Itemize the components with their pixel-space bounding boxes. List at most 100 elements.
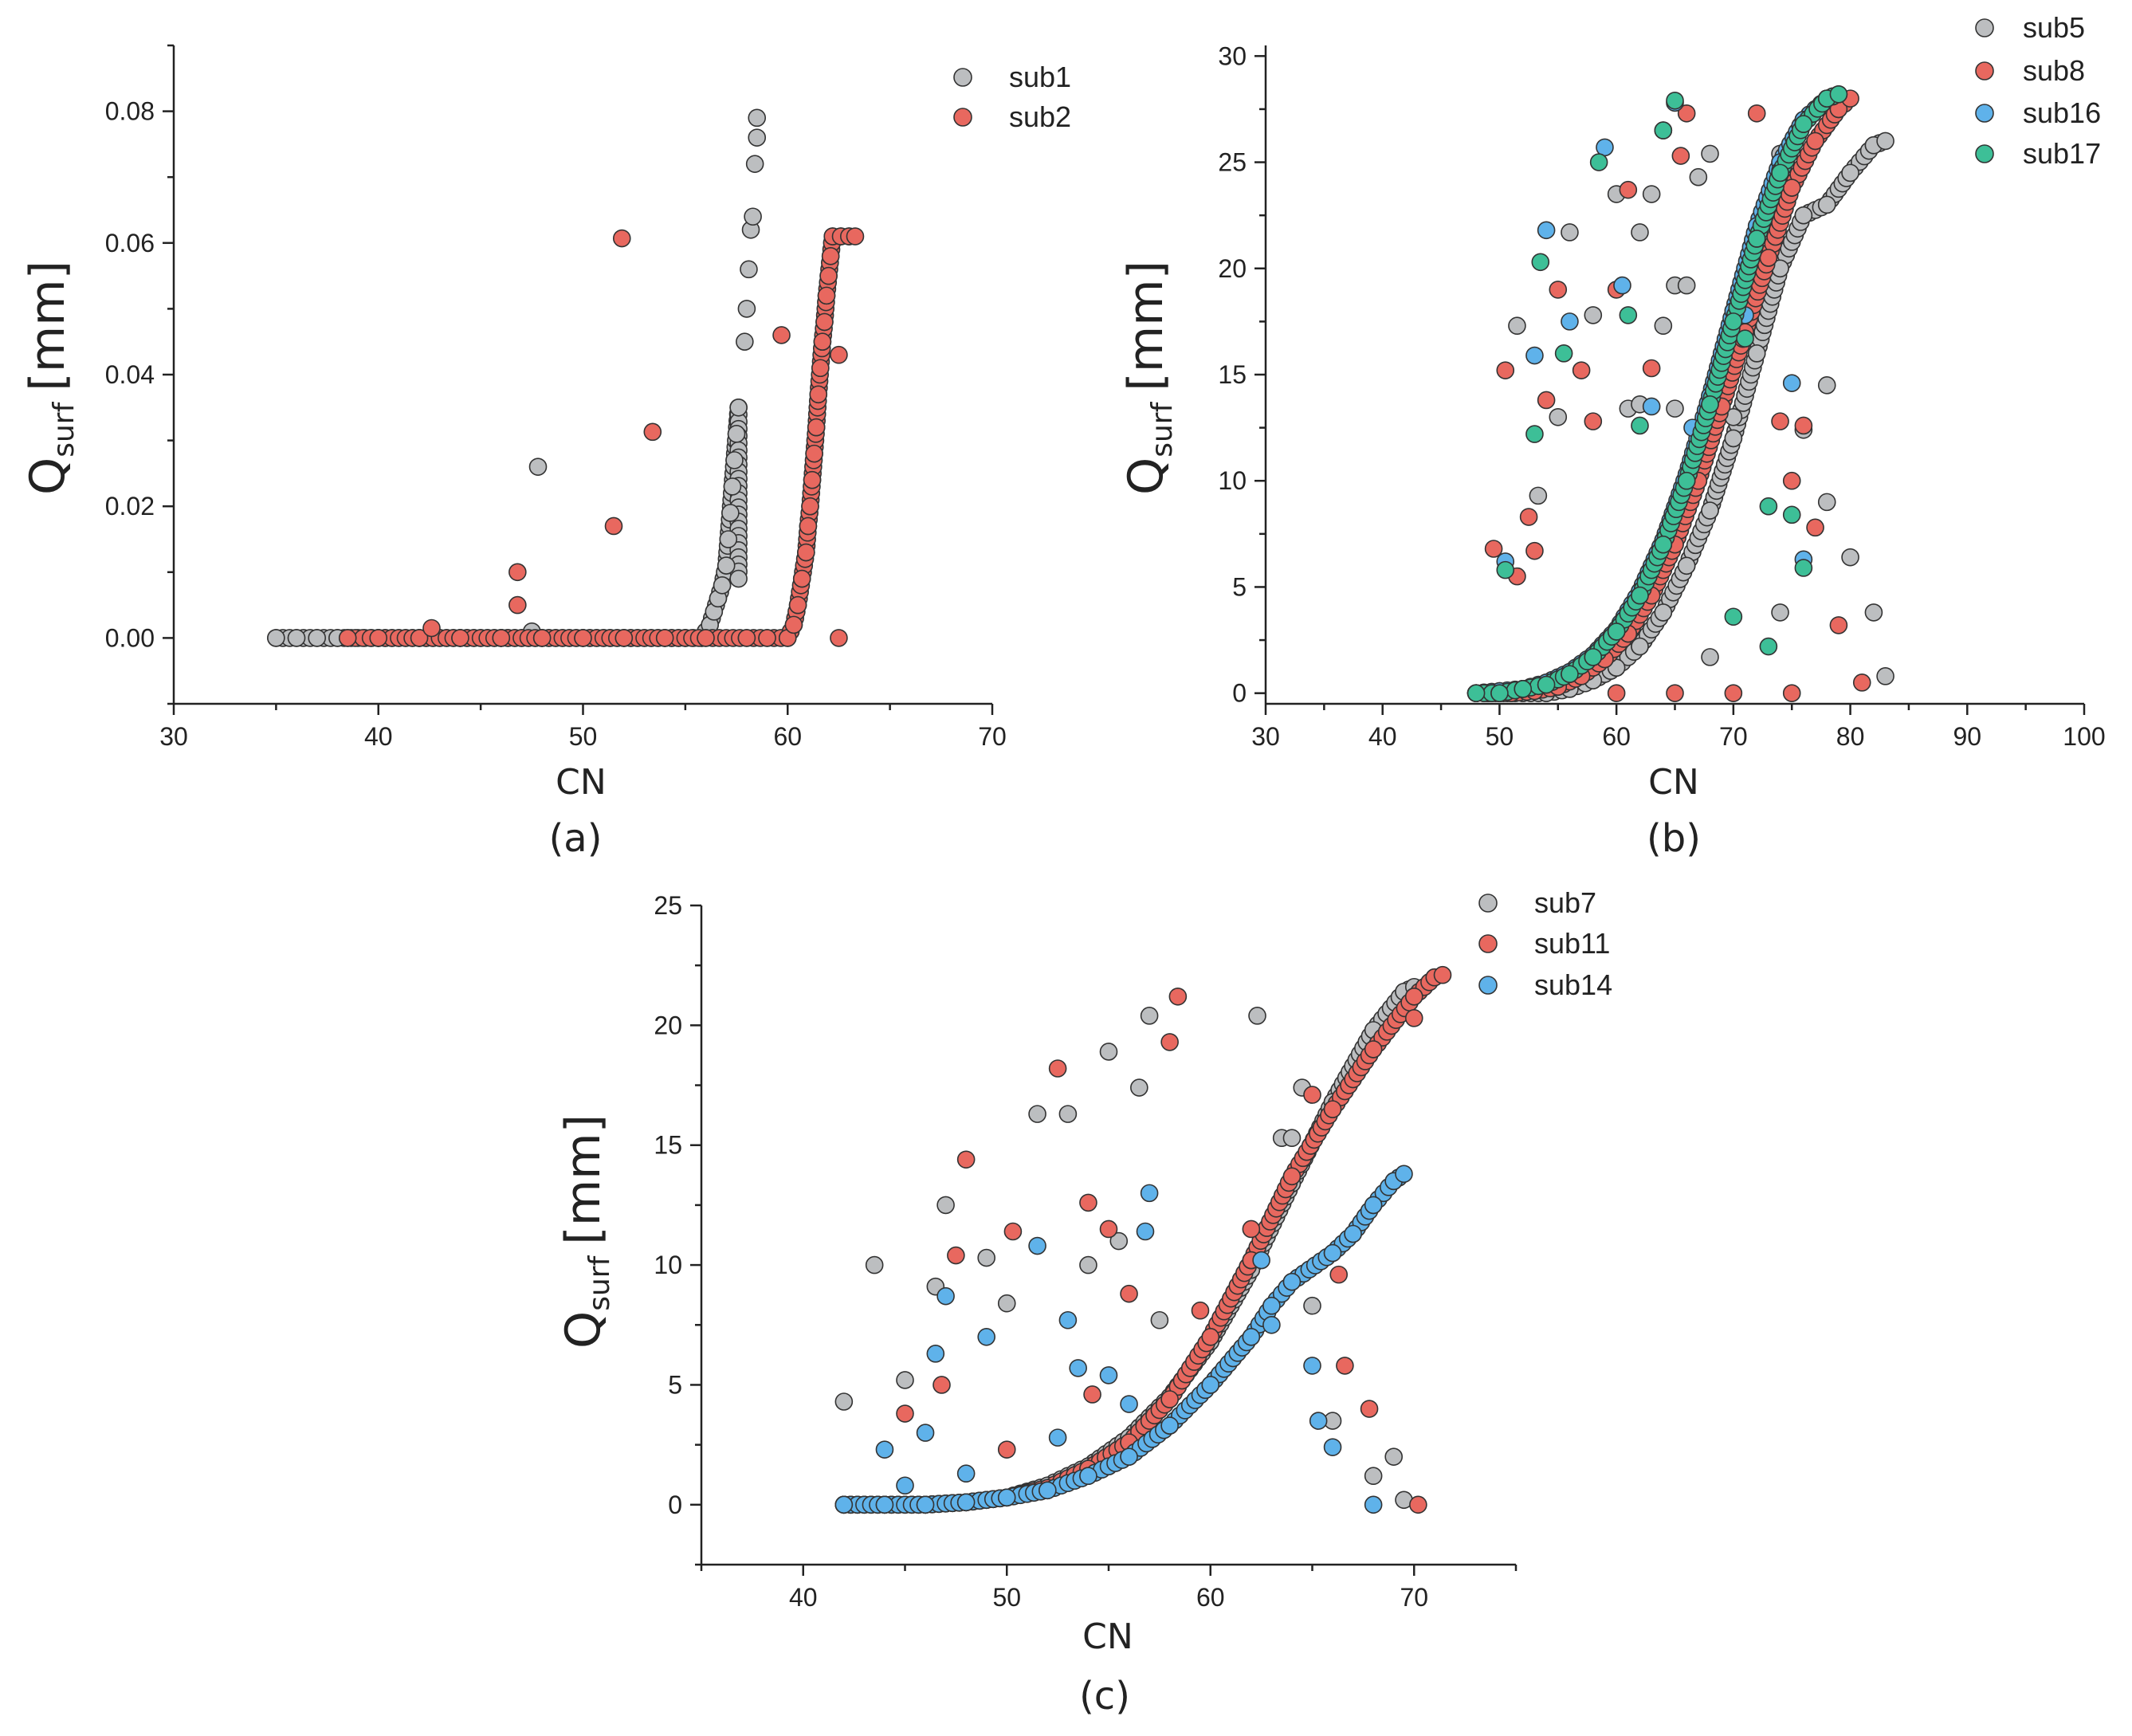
data-point xyxy=(1508,316,1526,336)
data-point xyxy=(1364,1040,1383,1058)
data-point xyxy=(1242,1328,1261,1346)
x-tick-label: 40 xyxy=(1368,722,1397,751)
data-point xyxy=(1561,312,1579,331)
data-point xyxy=(1829,616,1848,634)
data-point xyxy=(1806,132,1824,151)
y-axis-title-q: Q xyxy=(1118,458,1174,495)
data-point xyxy=(1364,1467,1383,1486)
data-point xyxy=(1701,144,1719,163)
data-point xyxy=(1496,361,1515,379)
data-point xyxy=(1201,1376,1220,1394)
y-tick-label: 0.08 xyxy=(105,97,155,126)
chart-panel-b: Qsurf [mm] CN (b) 30 40 50 60 70 80 90 100 0 5 10 15… xyxy=(1118,11,2106,861)
legend-marker-sub8 xyxy=(1975,61,1994,81)
legend: sub1 sub2 xyxy=(953,61,1071,133)
data-point xyxy=(1584,648,1603,666)
data-point xyxy=(1561,665,1579,683)
data-point xyxy=(1344,1224,1362,1243)
data-point xyxy=(1782,505,1801,524)
data-point xyxy=(1514,680,1533,698)
x-tick-label: 30 xyxy=(159,722,188,751)
data-point xyxy=(1607,623,1626,641)
svg-text:Qsurf[mm]: Qsurf [mm] xyxy=(556,1114,616,1349)
data-point xyxy=(1079,1255,1097,1275)
data-point xyxy=(977,1248,995,1267)
data-point xyxy=(830,629,848,647)
data-point xyxy=(1747,104,1766,123)
data-point xyxy=(287,629,306,647)
data-point xyxy=(1794,206,1813,225)
data-point xyxy=(809,385,828,404)
data-point xyxy=(1404,1009,1423,1027)
data-point xyxy=(1160,1416,1179,1435)
data-point xyxy=(1525,425,1544,443)
data-point xyxy=(1677,104,1696,123)
data-point xyxy=(1099,1220,1118,1239)
legend-marker-sub16 xyxy=(1975,104,1994,123)
data-point xyxy=(612,229,631,248)
data-point xyxy=(1191,1301,1210,1320)
x-tick-label: 50 xyxy=(569,722,598,751)
y-axis-title-q: Q xyxy=(20,458,76,495)
data-point xyxy=(1619,180,1638,199)
data-point xyxy=(1168,987,1188,1006)
y-axis-title-sub: surf xyxy=(1146,401,1179,457)
y-axis-title-unit: [mm] xyxy=(556,1114,611,1245)
data-point xyxy=(492,629,511,647)
data-point xyxy=(956,1493,976,1512)
data-point xyxy=(1572,361,1591,379)
data-point xyxy=(737,300,756,318)
y-tick-label: 0.02 xyxy=(105,492,155,520)
data-point xyxy=(1771,603,1789,622)
y-tick-label: 10 xyxy=(1218,466,1247,495)
data-point xyxy=(1028,1105,1046,1123)
data-point xyxy=(784,615,803,634)
y-axis-title-unit: [mm] xyxy=(1118,261,1174,391)
data-point xyxy=(1759,637,1778,656)
data-point xyxy=(1654,535,1673,554)
series-sub17 xyxy=(1466,84,1848,702)
series-sub5 xyxy=(1466,132,1894,702)
data-point xyxy=(451,629,469,647)
series-sub8 xyxy=(1478,89,1871,702)
data-point xyxy=(1262,1315,1281,1334)
legend-marker-sub2 xyxy=(953,108,972,127)
data-point xyxy=(1525,541,1544,560)
data-point xyxy=(748,128,767,147)
data-point xyxy=(267,629,285,647)
data-point xyxy=(1079,1193,1097,1212)
data-point xyxy=(813,332,832,352)
legend: sub5 sub8 sub16 sub17 xyxy=(1975,11,2101,170)
data-point xyxy=(1537,221,1556,240)
data-point xyxy=(1829,84,1848,104)
data-point xyxy=(1058,1105,1078,1123)
x-tick-label: 40 xyxy=(364,722,393,751)
data-point xyxy=(1619,306,1638,324)
data-point xyxy=(1395,1165,1413,1184)
data-point xyxy=(721,504,740,522)
panel-label-a: (a) xyxy=(549,816,603,861)
data-point xyxy=(1248,1007,1266,1025)
data-point xyxy=(719,530,738,548)
data-point xyxy=(1323,1243,1342,1263)
panel-label-c: (c) xyxy=(1079,1674,1130,1718)
data-point xyxy=(1262,1296,1281,1315)
data-point xyxy=(821,247,840,265)
data-point xyxy=(1028,1236,1046,1255)
y-tick-label: 20 xyxy=(654,1011,682,1039)
x-tick-label: 50 xyxy=(992,1583,1021,1612)
series-sub2 xyxy=(338,227,865,647)
data-point xyxy=(1484,540,1503,558)
data-point xyxy=(717,556,736,575)
x-tick-label: 60 xyxy=(773,722,802,751)
data-point xyxy=(1666,399,1684,418)
legend-label-sub5: sub5 xyxy=(2023,11,2085,44)
data-point xyxy=(1724,684,1743,702)
data-point xyxy=(896,1404,914,1423)
data-point xyxy=(1150,1310,1169,1329)
data-point xyxy=(807,418,826,437)
data-point xyxy=(532,629,552,647)
svg-text:Qsurf[mm]: Qsurf [mm] xyxy=(20,261,80,495)
data-point xyxy=(508,595,527,615)
legend-marker-sub1 xyxy=(953,68,972,87)
